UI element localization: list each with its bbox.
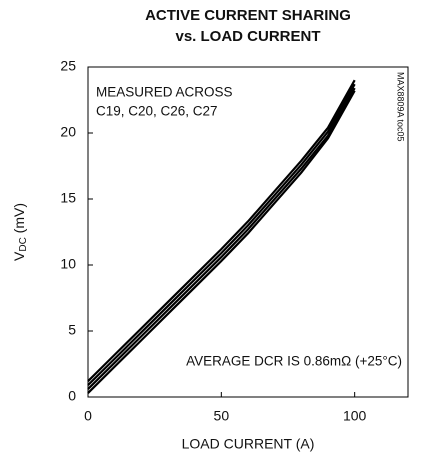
y-label-sub: DC <box>18 237 29 251</box>
y-tick-label: 15 <box>60 190 76 206</box>
x-tick-label: 100 <box>343 408 367 424</box>
chart-title: ACTIVE CURRENT SHARING <box>145 7 351 24</box>
plot-frame <box>87 66 409 398</box>
x-tick-label: 0 <box>84 408 92 424</box>
annotation: AVERAGE DCR IS 0.86mΩ (+25°C) <box>186 354 402 369</box>
y-tick-label: 25 <box>60 58 76 74</box>
y-tick-label: 20 <box>60 124 76 140</box>
y-label-unit: (mV) <box>11 203 27 237</box>
annotation: C19, C20, C26, C27 <box>96 104 218 119</box>
y-tick-label: 0 <box>68 388 76 404</box>
y-tick-label: 5 <box>68 322 76 338</box>
data-line <box>87 90 356 394</box>
chart-title: vs. LOAD CURRENT <box>175 28 320 45</box>
y-label-main: V <box>11 251 27 261</box>
x-tick-label: 50 <box>214 408 230 424</box>
data-line <box>87 79 356 382</box>
annotation: MEASURED ACROSS <box>96 85 233 100</box>
y-tick-label: 10 <box>60 256 76 272</box>
data-line <box>87 87 356 390</box>
x-axis-label: LOAD CURRENT (A) <box>182 436 315 452</box>
annotation: MAX8809A toc05 <box>396 72 406 142</box>
y-axis-label: VDC (mV) <box>11 203 29 261</box>
data-line <box>87 83 356 386</box>
